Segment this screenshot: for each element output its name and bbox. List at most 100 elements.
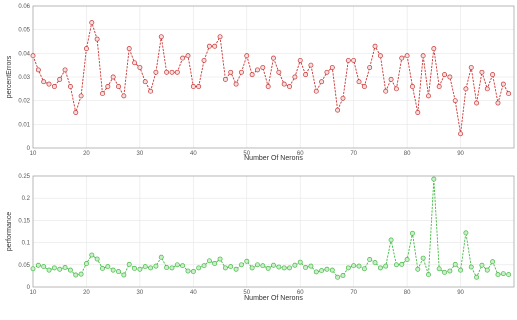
data-point bbox=[94, 36, 100, 42]
data-point bbox=[324, 266, 330, 272]
data-point bbox=[164, 69, 170, 75]
x-tick-label: 50 bbox=[243, 151, 250, 157]
data-point bbox=[51, 84, 57, 89]
data-point bbox=[345, 265, 351, 271]
data-point bbox=[116, 269, 121, 274]
data-point bbox=[196, 84, 202, 89]
data-point bbox=[431, 46, 437, 52]
data-point bbox=[351, 263, 357, 269]
data-point bbox=[404, 53, 410, 59]
data-point bbox=[452, 98, 458, 104]
data-point bbox=[361, 84, 367, 89]
data-point bbox=[356, 79, 362, 85]
data-point bbox=[500, 81, 506, 87]
data-point bbox=[126, 46, 132, 52]
data-point bbox=[351, 57, 357, 63]
data-point bbox=[463, 230, 469, 236]
y-tick-label: 0.05 bbox=[18, 263, 30, 269]
data-point bbox=[281, 81, 287, 87]
data-point bbox=[201, 263, 207, 269]
data-point bbox=[426, 93, 431, 99]
plot-frame bbox=[32, 5, 515, 149]
data-point bbox=[287, 265, 292, 271]
data-point bbox=[383, 263, 389, 269]
y-tick-label: 0.2 bbox=[22, 196, 31, 202]
data-point bbox=[447, 74, 453, 80]
data-point bbox=[410, 230, 415, 236]
data-point bbox=[255, 262, 260, 268]
data-point bbox=[238, 262, 244, 268]
data-point bbox=[30, 266, 36, 272]
percent-errors-chart: 10 20 30 40 50 60 70 80 90 0 0.01 0.02 0.03 0.04 0.05 0… bbox=[6, 4, 515, 162]
series-line bbox=[32, 20, 510, 134]
data-point bbox=[335, 274, 341, 280]
data-point bbox=[335, 107, 341, 113]
data-point bbox=[426, 272, 431, 278]
data-point bbox=[308, 263, 314, 269]
data-point bbox=[148, 265, 154, 271]
data-point bbox=[228, 264, 234, 270]
data-point bbox=[100, 91, 105, 97]
data-point bbox=[442, 72, 447, 78]
data-point bbox=[313, 88, 319, 94]
data-point bbox=[233, 266, 239, 272]
data-point bbox=[276, 69, 282, 75]
data-point bbox=[479, 262, 485, 268]
data-point bbox=[361, 266, 367, 272]
y-tick-label: 0.03 bbox=[18, 75, 30, 81]
data-point bbox=[51, 265, 57, 271]
data-point bbox=[73, 272, 79, 278]
data-point bbox=[94, 256, 100, 262]
data-point bbox=[484, 86, 490, 92]
data-point bbox=[132, 60, 137, 66]
data-point bbox=[431, 176, 437, 182]
data-point bbox=[484, 267, 490, 273]
data-point bbox=[265, 84, 271, 89]
data-point bbox=[249, 72, 255, 78]
data-point bbox=[420, 53, 426, 59]
y-axis-label: performance bbox=[6, 212, 13, 251]
data-point bbox=[73, 110, 79, 115]
data-point bbox=[35, 262, 41, 268]
data-point bbox=[271, 262, 276, 268]
data-point bbox=[377, 53, 383, 59]
data-point bbox=[67, 84, 73, 89]
data-point bbox=[121, 93, 127, 99]
y-tick-label: 0.04 bbox=[18, 51, 30, 57]
y-tick-label: 0 bbox=[27, 146, 31, 152]
data-point bbox=[35, 67, 41, 73]
data-point bbox=[474, 100, 480, 106]
data-point bbox=[452, 261, 458, 267]
data-point bbox=[244, 53, 250, 59]
data-point bbox=[217, 34, 223, 40]
data-point bbox=[83, 46, 89, 52]
data-point bbox=[458, 131, 464, 137]
data-point bbox=[222, 265, 228, 271]
data-point bbox=[463, 86, 469, 92]
data-point bbox=[100, 265, 105, 271]
data-point bbox=[41, 79, 47, 85]
data-point bbox=[41, 264, 47, 270]
data-point bbox=[474, 274, 480, 280]
x-tick-label: 80 bbox=[404, 151, 411, 157]
data-point bbox=[372, 260, 378, 266]
data-point bbox=[190, 84, 196, 89]
x-tick-label: 20 bbox=[83, 290, 90, 296]
data-point bbox=[388, 237, 394, 243]
data-point bbox=[142, 79, 148, 85]
data-point bbox=[319, 79, 325, 85]
data-point bbox=[164, 265, 170, 270]
data-point bbox=[222, 76, 228, 82]
performance-chart: 10 20 30 40 50 60 70 80 90 0 0.05 0.1 0.15 0.2 0.25 Num… bbox=[6, 174, 515, 302]
data-point bbox=[447, 268, 453, 274]
data-point bbox=[212, 261, 218, 266]
data-point bbox=[185, 268, 191, 274]
data-point bbox=[83, 261, 89, 266]
data-point bbox=[329, 65, 335, 70]
data-point bbox=[410, 84, 415, 89]
data-point bbox=[30, 53, 36, 59]
data-point bbox=[233, 81, 239, 87]
data-point bbox=[415, 110, 421, 115]
data-point bbox=[212, 43, 218, 49]
